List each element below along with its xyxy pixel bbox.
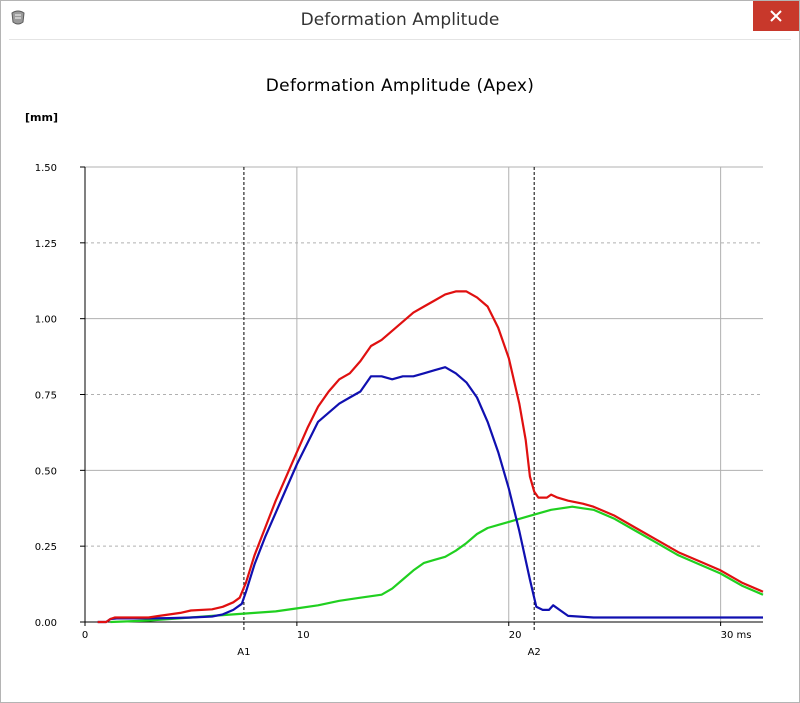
x-tick-label-3: 30 ms [721, 630, 752, 641]
chart-panel: Deformation Amplitude (Apex) [mm] 0.00 0.… [9, 39, 791, 695]
series-line-0 [97, 290, 764, 624]
window-title: Deformation Amplitude [300, 10, 500, 30]
app-icon [11, 10, 25, 25]
marker-label-a1: A1 [237, 647, 250, 658]
series-line-1 [97, 366, 763, 624]
series-line-2 [110, 505, 764, 624]
y-tick-label-6: 1.50 [35, 163, 57, 174]
close-button[interactable] [753, 1, 799, 31]
deformation-chart: 0.00 0.25 0.50 0.75 1.00 1.25 1.50 0 10 20 30 ms A1… [35, 163, 764, 658]
y-tick-label-4: 1.00 [35, 315, 57, 326]
y-axis-unit-label: [mm] [25, 111, 58, 124]
x-tick-label-2: 20 [509, 630, 522, 641]
chart-title: Deformation Amplitude (Apex) [265, 76, 535, 96]
x-tick-label-0: 0 [82, 630, 88, 641]
marker-label-a2: A2 [528, 647, 541, 658]
close-icon [770, 10, 782, 22]
x-tick-label-1: 10 [297, 630, 310, 641]
y-tick-label-2: 0.50 [35, 466, 57, 477]
y-tick-label-3: 0.75 [35, 391, 57, 402]
title-bar[interactable]: Deformation Amplitude [1, 1, 799, 39]
y-tick-label-1: 0.25 [35, 542, 57, 553]
y-tick-label-0: 0.00 [35, 618, 57, 629]
y-tick-label-5: 1.25 [35, 239, 57, 250]
